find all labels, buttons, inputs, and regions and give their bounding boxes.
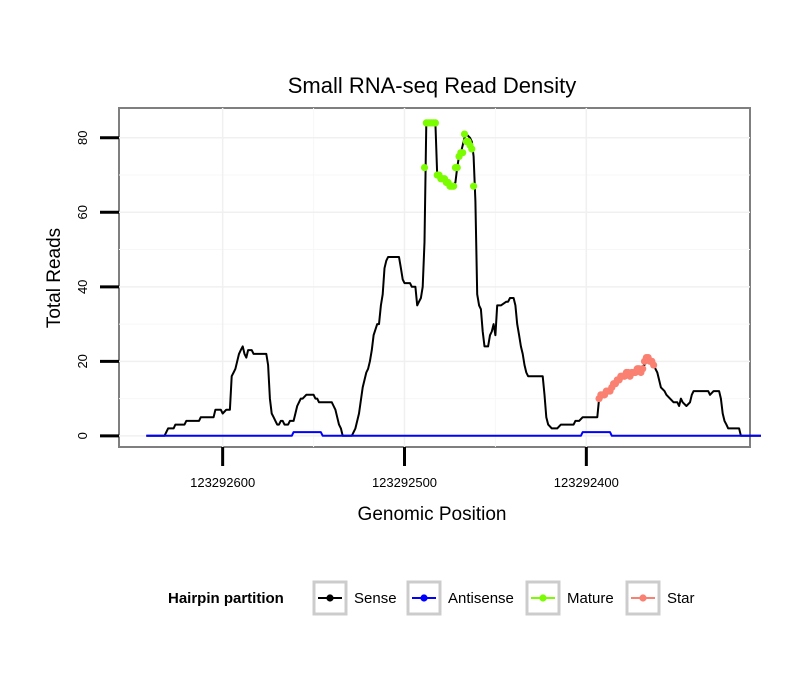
data-point-mature — [468, 145, 476, 153]
x-tick-label: 123292400 — [554, 475, 619, 490]
data-point-mature — [460, 130, 469, 138]
legend-title: Hairpin partition — [168, 590, 284, 607]
legend-label: Antisense — [448, 590, 514, 607]
legend: Hairpin partition Sense Antisense Mature St… — [168, 580, 695, 616]
y-tick-label: 40 — [75, 280, 90, 294]
data-point-mature — [459, 149, 467, 157]
legend-label: Star — [667, 590, 695, 607]
x-axis-title: Genomic Position — [358, 504, 507, 525]
legend-item-mature: Mature — [525, 580, 614, 616]
y-tick-label: 20 — [75, 354, 90, 368]
legend-key-point — [639, 594, 647, 602]
data-point-star — [639, 365, 647, 373]
legend-label: Mature — [567, 590, 614, 607]
y-tick-label: 0 — [75, 432, 90, 439]
series-layer — [146, 119, 761, 437]
x-tick-label: 123292500 — [372, 475, 437, 490]
legend-label: Sense — [354, 590, 397, 607]
grid — [119, 108, 750, 447]
y-tick-label: 60 — [75, 205, 90, 219]
y-tick-label: 80 — [75, 131, 90, 145]
plot-panel — [118, 107, 751, 448]
x-tick-label: 123292600 — [190, 475, 255, 490]
legend-key-point — [326, 594, 334, 602]
legend-item-sense: Sense — [312, 580, 397, 616]
data-point-mature — [453, 164, 461, 172]
data-point-mature — [420, 164, 429, 172]
data-point-mature — [449, 182, 458, 190]
legend-key-point — [539, 594, 547, 602]
series-line-antisense — [146, 431, 761, 437]
data-point-mature — [469, 182, 478, 190]
y-axis-title: Total Reads — [44, 228, 65, 328]
axis-ticks: 0 20 40 60 80 123292600 123292500 123292400 — [75, 131, 619, 490]
legend-item-star: Star — [625, 580, 695, 616]
chart-title: Small RNA-seq Read Density — [288, 73, 577, 98]
data-point-mature — [431, 119, 440, 127]
legend-key-point — [420, 594, 428, 602]
legend-item-antisense: Antisense — [406, 580, 514, 616]
data-point-star — [650, 361, 658, 369]
